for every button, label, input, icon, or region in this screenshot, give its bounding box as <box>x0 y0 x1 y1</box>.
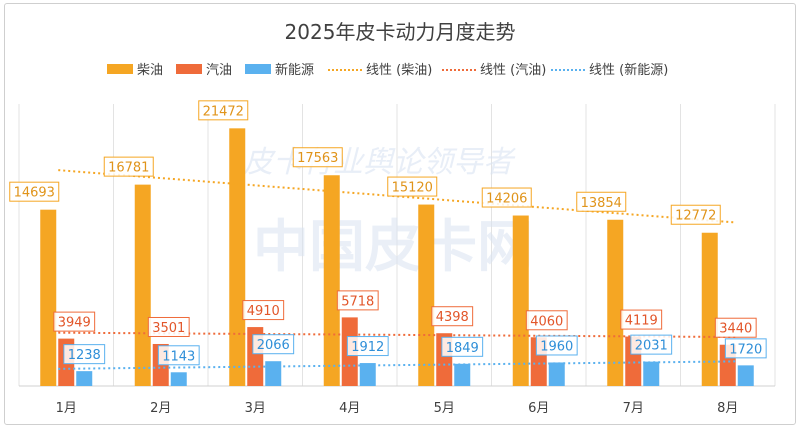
data-label-box <box>336 290 379 311</box>
legend-swatch-汽油 <box>176 64 202 74</box>
x-tick-label: 7月 <box>623 401 644 416</box>
data-label-box <box>441 336 484 357</box>
data-label: 14693 <box>14 186 55 201</box>
data-label: 15120 <box>392 181 433 196</box>
data-label-box <box>252 334 295 355</box>
data-label-box <box>724 338 767 359</box>
data-label-box <box>53 311 96 332</box>
data-label-box <box>292 147 343 168</box>
data-label-box <box>147 316 190 337</box>
data-label-box <box>103 156 154 177</box>
data-label: 1960 <box>540 339 573 354</box>
data-label-box <box>63 344 106 365</box>
data-label-box <box>346 336 389 357</box>
legend: 柴油 汽油 新能源 线性 (柴油) 线性 (汽油) 线性 (新能源) <box>107 62 668 78</box>
data-label: 1720 <box>729 342 762 357</box>
data-label-box <box>714 317 757 338</box>
x-tick-label: 8月 <box>717 401 738 416</box>
bar-柴油-8月 <box>701 232 718 386</box>
data-label: 2066 <box>257 338 290 353</box>
bar-新能源-1月 <box>76 371 93 386</box>
watermark-sub-text: 皮卡行业舆论领导者 <box>243 145 516 180</box>
data-label: 17563 <box>297 151 338 166</box>
bar-柴油-6月 <box>512 215 529 386</box>
bar-柴油-1月 <box>40 209 57 386</box>
watermark-main-text: 中国皮卡网 <box>253 215 533 280</box>
bar-柴油-3月 <box>229 128 246 386</box>
chart-title: 2025年皮卡动力月度走势 <box>285 20 516 44</box>
data-label: 3501 <box>152 321 185 336</box>
data-label: 4398 <box>436 310 469 325</box>
data-label: 3440 <box>719 322 752 337</box>
watermark: 皮卡行业舆论领导者 中国皮卡网 <box>243 145 533 280</box>
bar-新能源-5月 <box>454 363 471 386</box>
data-label-box <box>535 335 578 356</box>
legend-swatch-新能源 <box>245 64 271 74</box>
data-label: 5718 <box>341 294 374 309</box>
legend-label: 线性 (汽油) <box>480 63 546 78</box>
data-label-box <box>242 300 285 321</box>
bar-新能源-4月 <box>359 363 376 386</box>
data-label: 4119 <box>625 314 658 329</box>
data-label-box <box>481 187 532 208</box>
data-label: 4060 <box>530 314 563 329</box>
data-label-box <box>198 100 249 121</box>
data-label-box <box>387 176 438 197</box>
x-tick-label: 2月 <box>150 401 171 416</box>
x-tick-label: 4月 <box>339 401 360 416</box>
x-tick-label: 1月 <box>56 401 77 416</box>
bar-新能源-6月 <box>548 362 565 386</box>
bar-柴油-4月 <box>323 175 340 386</box>
data-label-box <box>670 204 721 225</box>
data-label-box <box>9 181 60 202</box>
bar-新能源-3月 <box>265 361 282 386</box>
data-label: 1912 <box>351 340 384 355</box>
legend-label: 线性 (柴油) <box>366 63 432 78</box>
data-label-box <box>157 345 200 366</box>
x-tick-label: 6月 <box>528 401 549 416</box>
data-label: 3949 <box>58 316 91 331</box>
bar-新能源-8月 <box>737 365 754 386</box>
data-label: 16781 <box>108 161 149 176</box>
legend-label: 汽油 <box>206 63 232 78</box>
chart-frame: 皮卡行业舆论领导者 中国皮卡网 2025年皮卡动力月度走势 柴油 汽油 新能源 线性 … <box>4 3 796 425</box>
data-label: 4910 <box>247 304 280 319</box>
data-label: 21472 <box>203 104 244 119</box>
x-tick-label: 5月 <box>434 401 455 416</box>
data-label-box <box>620 309 663 330</box>
legend-label: 柴油 <box>137 63 163 78</box>
data-label: 14206 <box>486 192 527 207</box>
data-label-box <box>630 334 673 355</box>
bar-柴油-7月 <box>607 219 624 386</box>
bar-新能源-7月 <box>643 361 660 386</box>
trend-layer <box>58 169 736 370</box>
data-label-box <box>576 191 627 212</box>
chart-svg: 皮卡行业舆论领导者 中国皮卡网 2025年皮卡动力月度走势 柴油 汽油 新能源 线性 … <box>9 20 776 416</box>
data-label: 1849 <box>446 341 479 356</box>
bar-柴油-2月 <box>134 184 151 386</box>
data-label: 1238 <box>68 348 101 363</box>
data-label-box <box>431 306 474 327</box>
data-label: 1143 <box>162 349 195 364</box>
bar-柴油-5月 <box>418 204 435 386</box>
data-label-layer: 14693 16781 21472 17563 15120 14206 13854 12772… <box>9 100 767 366</box>
trendline-柴油 <box>58 169 736 224</box>
x-axis-ticks: 1月 2月 3月 4月 5月 6月 7月 8月 <box>56 401 739 416</box>
data-label: 2031 <box>635 339 668 354</box>
legend-label: 线性 (新能源) <box>589 62 668 78</box>
data-label-box <box>525 310 568 331</box>
x-tick-label: 3月 <box>245 401 266 416</box>
data-label: 13854 <box>581 196 622 211</box>
legend-label: 新能源 <box>275 62 314 78</box>
data-label: 12772 <box>675 209 716 224</box>
legend-swatch-柴油 <box>107 64 133 74</box>
bar-新能源-2月 <box>170 372 187 386</box>
